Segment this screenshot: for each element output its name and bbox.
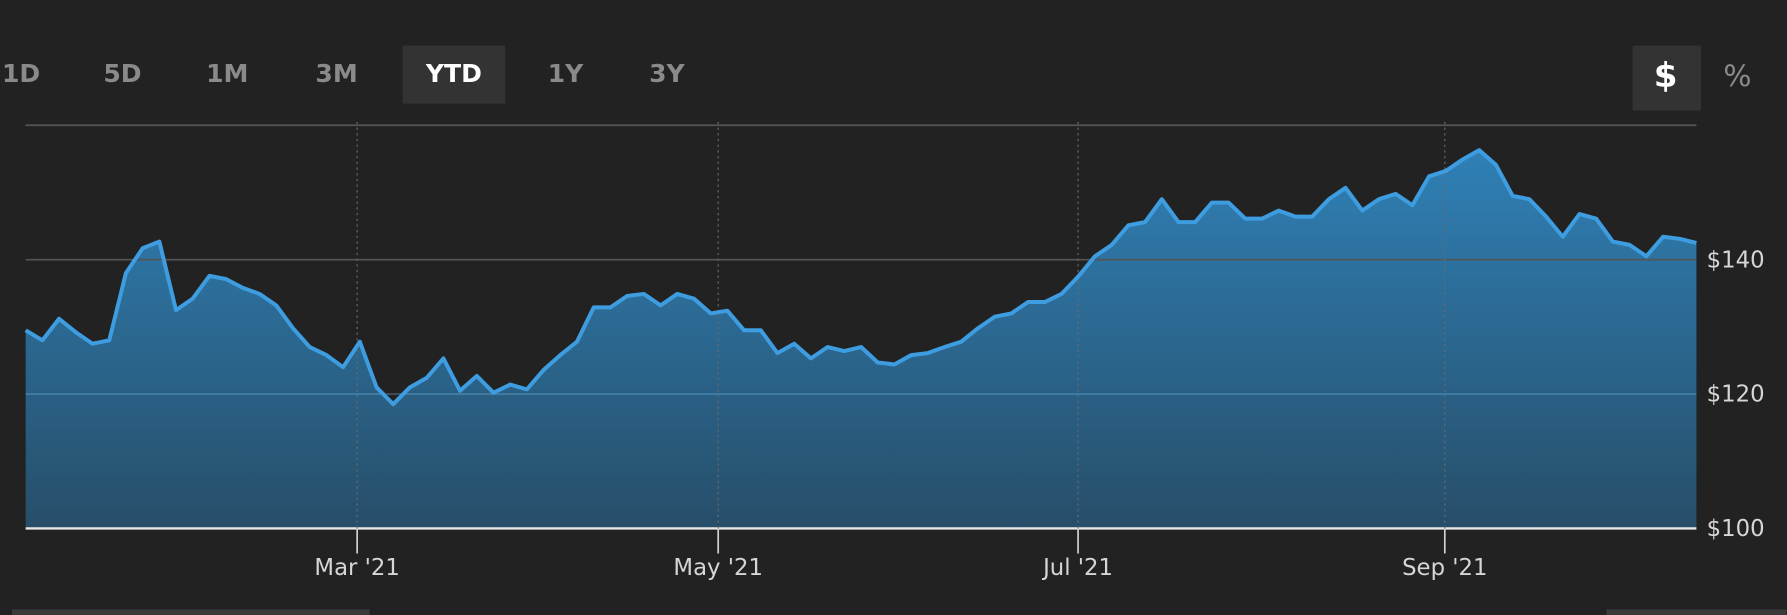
controls: 1D 5D 1M 3M YTD 1Y 3Y $% [2, 45, 1751, 111]
range-button[interactable]: 1Y [548, 59, 584, 88]
chart: $100 $120 $140 Mar '21 May '21 Jul '21 Sep '21 [24, 121, 1765, 581]
range-button[interactable]: 1D [2, 59, 40, 88]
x-tick-label: Sep '21 [1402, 555, 1487, 581]
x-tick-label: May '21 [673, 555, 763, 581]
range-button[interactable]: 5D [103, 59, 141, 88]
unit-button-bg[interactable] [1632, 45, 1701, 111]
unit-button[interactable]: % [1723, 59, 1751, 93]
area [25, 150, 1697, 529]
price-line [24, 148, 1697, 407]
scrollbar [12, 609, 370, 615]
x-tick-label: Mar '21 [314, 555, 399, 581]
range-button[interactable]: YTD [425, 59, 482, 88]
y-tick-label: $140 [1707, 247, 1765, 273]
range-button[interactable]: 3Y [649, 59, 685, 88]
y-tick-label: $100 [1707, 516, 1765, 542]
range-button[interactable]: 1M [206, 59, 248, 88]
scrollbar [1606, 609, 1787, 615]
unit-button[interactable]: $ [1654, 56, 1678, 96]
x-tick-label: Jul '21 [1041, 555, 1113, 581]
range-button[interactable]: 3M [315, 59, 357, 88]
range-button-bg[interactable] [402, 45, 506, 104]
y-tick-label: $120 [1707, 382, 1765, 408]
